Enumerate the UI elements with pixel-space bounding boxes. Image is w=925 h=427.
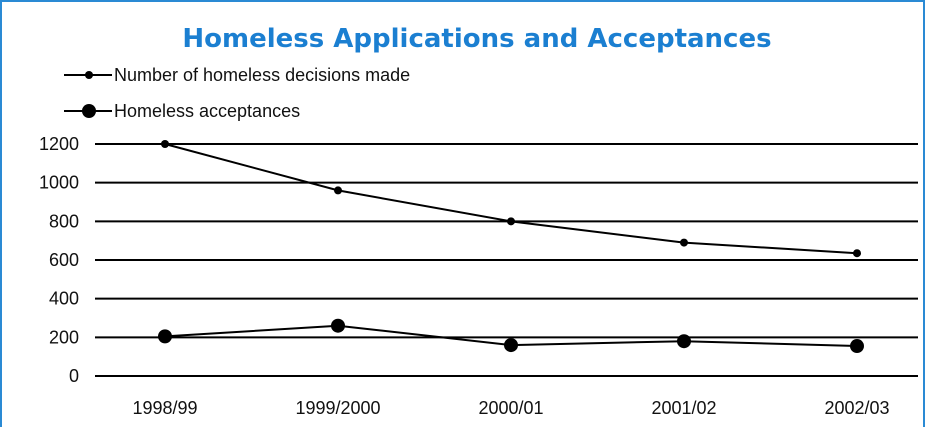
data-point-s1-1 [331,318,345,333]
gridlines [95,143,918,377]
y-tick-label-0: 0 [69,366,79,386]
x-tick-label-1: 1999/2000 [295,398,380,418]
legend-marker-decisions [85,71,93,79]
y-tick-label-200: 200 [49,327,79,347]
data-point-s0-4 [853,249,861,258]
y-tick-label-600: 600 [49,250,79,270]
legend-label-decisions: Number of homeless decisions made [114,65,410,85]
chart-title: Homeless Applications and Acceptances [182,24,771,54]
y-tick-label-400: 400 [49,289,79,309]
x-tick-label-0: 1998/99 [132,398,197,418]
x-tick-label-2: 2000/01 [478,398,543,418]
legend-item-decisions: Number of homeless decisions made [64,65,410,85]
legend-item-acceptances: Homeless acceptances [64,101,300,121]
data-point-s0-1 [334,186,342,195]
data-point-s1-2 [504,338,518,353]
data-point-s0-0 [161,140,169,148]
y-axis-ticks: 0 200 400 600 800 1000 1200 [39,134,79,386]
data-point-s0-3 [680,238,688,247]
data-point-s0-2 [507,217,515,226]
series-line-0 [164,143,858,255]
legend-marker-acceptances [82,104,96,118]
x-axis-ticks: 1998/99 1999/2000 2000/01 2001/02 2002/03 [132,398,889,418]
x-tick-label-4: 2002/03 [824,398,889,418]
series-layer [158,140,864,354]
y-tick-label-1200: 1200 [39,134,79,154]
y-tick-label-800: 800 [49,211,79,231]
y-tick-label-1000: 1000 [39,173,79,193]
data-point-s1-4 [850,339,864,354]
legend: Number of homeless decisions made Homele… [64,65,410,121]
legend-label-acceptances: Homeless acceptances [114,101,300,121]
data-point-s1-0 [158,329,172,344]
x-tick-label-3: 2001/02 [651,398,716,418]
data-point-s1-3 [677,334,691,349]
